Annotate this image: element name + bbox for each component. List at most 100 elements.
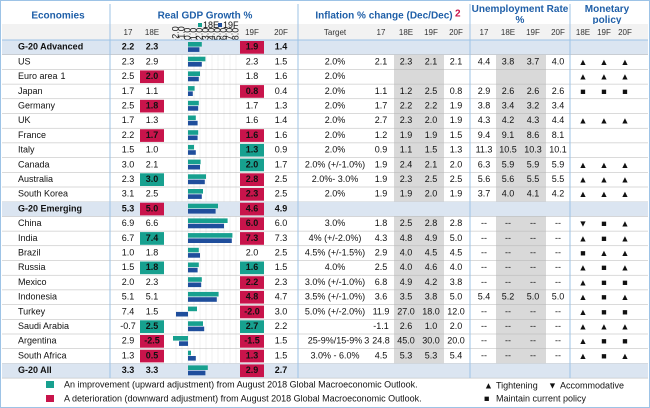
inflation-value: 4.8: [400, 233, 413, 243]
policy-symbol: ■: [601, 263, 606, 273]
x-tick-label: 3.0: [200, 28, 210, 41]
row-name: Russia: [18, 262, 46, 272]
unemployment-value: 8.1: [552, 130, 565, 140]
gdp-value: 6.0: [275, 218, 288, 228]
inflation-value: 30.0: [422, 336, 440, 346]
policy-symbol: ▲: [579, 351, 588, 361]
group-row: [2, 201, 648, 217]
revision-cell: [140, 232, 164, 245]
unemployment-value: 4.4: [552, 115, 565, 125]
unemployment-value: --: [555, 350, 561, 360]
inflation-value: 2.1: [375, 56, 388, 66]
gdp-value: 4.7: [275, 292, 288, 302]
revision-cell: [140, 173, 164, 186]
gdp-bar: [188, 262, 199, 268]
subheader: 19F: [526, 28, 540, 37]
inflation-value: 4.3: [375, 233, 388, 243]
unemployment-value: 4.0: [502, 189, 515, 199]
inflation-target: 2.0%: [325, 86, 346, 96]
inflation-value: 3.5: [400, 292, 413, 302]
gdp-value: 2.9: [122, 336, 135, 346]
gdp-value: 1.7: [122, 115, 135, 125]
row-name: Canada: [18, 159, 50, 169]
gdp-value: 1.3: [246, 145, 259, 155]
policy-symbol: ■: [601, 336, 606, 346]
revision-cell: [140, 320, 164, 333]
unemployment-value: --: [530, 218, 536, 228]
legend-text: An improvement (upward adjustment) from …: [64, 379, 418, 389]
inflation-value: 2.3: [400, 56, 413, 66]
x-tick-label: 1.0: [188, 28, 198, 41]
inflation-value: 4.6: [425, 262, 438, 272]
policy-symbol: ▲: [621, 292, 630, 302]
inflation-value: 1.2: [400, 86, 413, 96]
row-name: G-20 Emerging: [18, 203, 82, 213]
gdp-bar: [188, 203, 218, 209]
inflation-target: 2.0%: [325, 101, 346, 111]
revision-cell: [140, 261, 164, 275]
unemployment-value: --: [530, 262, 536, 272]
gdp-value: 1.8: [146, 101, 159, 111]
header-text: Unemployment Rate %: [471, 4, 569, 26]
gdp-bar: [173, 336, 188, 341]
unemployment-value: 11.3: [476, 145, 493, 155]
gdp-value: 1.0: [146, 145, 159, 155]
gdp-value: 7.3: [275, 233, 288, 243]
revision-cell: [240, 320, 264, 333]
row-name: Saudi Arabia: [18, 321, 69, 331]
inflation-value: 27.0: [397, 306, 415, 316]
legend-text: A deterioration (downward adjustment) fr…: [64, 393, 422, 403]
inflation-value: 3.8: [425, 292, 438, 302]
group-row: [2, 40, 648, 55]
gdp-bar: [188, 194, 202, 199]
subheader: 18E: [501, 28, 515, 37]
gdp-value: 2.8: [246, 174, 259, 184]
revision-cell: [240, 276, 264, 289]
gdp-bar: [188, 267, 198, 273]
inflation-target: 5.0% (+/-2.0%): [305, 306, 365, 316]
inflation-value: 4.2: [425, 277, 438, 287]
gdp-bar: [179, 341, 188, 346]
inflation-value: 1.7: [375, 101, 388, 111]
unemployment-value: 4.4: [478, 56, 491, 66]
gdp-bar: [188, 321, 203, 326]
policy-symbol: ■: [580, 86, 585, 96]
gdp-bar: [188, 106, 199, 111]
gdp-value: 2.3: [122, 56, 135, 66]
inflation-value: 1.1: [400, 145, 413, 155]
gdp-value: 2.5: [275, 248, 288, 258]
gdp-bar: [188, 179, 205, 185]
policy-symbol: ▲: [621, 233, 630, 243]
unemployment-value: --: [505, 321, 511, 331]
subheader: 20F: [618, 28, 632, 37]
unemployment-value: --: [530, 248, 536, 258]
gdp-value: 2.2: [122, 42, 135, 52]
unemployment-value: 3.8: [502, 56, 515, 66]
subheader: 17: [480, 28, 489, 37]
gdp-value: 2.5: [275, 189, 288, 199]
gdp-bar: [188, 62, 202, 67]
unemployment-value: --: [555, 321, 561, 331]
inflation-value: 2.3: [400, 174, 413, 184]
revision-cell: [240, 305, 264, 319]
gdp-bar: [188, 47, 200, 52]
unemployment-value: --: [505, 350, 511, 360]
gdp-bar: [188, 100, 199, 106]
legend-text: Accommodative: [560, 380, 624, 390]
unemployment-value: --: [481, 350, 487, 360]
x-tick-label: -1.0: [176, 26, 186, 42]
revision-cell: [240, 290, 264, 304]
inflation-value: 3.6: [375, 292, 388, 302]
unemployment-value: --: [505, 306, 511, 316]
gdp-value: 5.1: [146, 292, 159, 302]
unemployment-value: --: [530, 321, 536, 331]
unemployment-value: 2.6: [502, 86, 515, 96]
subheader: 20F: [551, 28, 565, 37]
unemployment-value: 3.4: [502, 101, 515, 111]
gdp-value: 2.3: [146, 42, 159, 52]
legend-label: 19F: [223, 20, 239, 30]
revision-cell: [240, 41, 264, 54]
inflation-value: 1.9: [375, 189, 388, 199]
unemployment-value: --: [505, 248, 511, 258]
inflation-value: 1.9: [400, 189, 413, 199]
